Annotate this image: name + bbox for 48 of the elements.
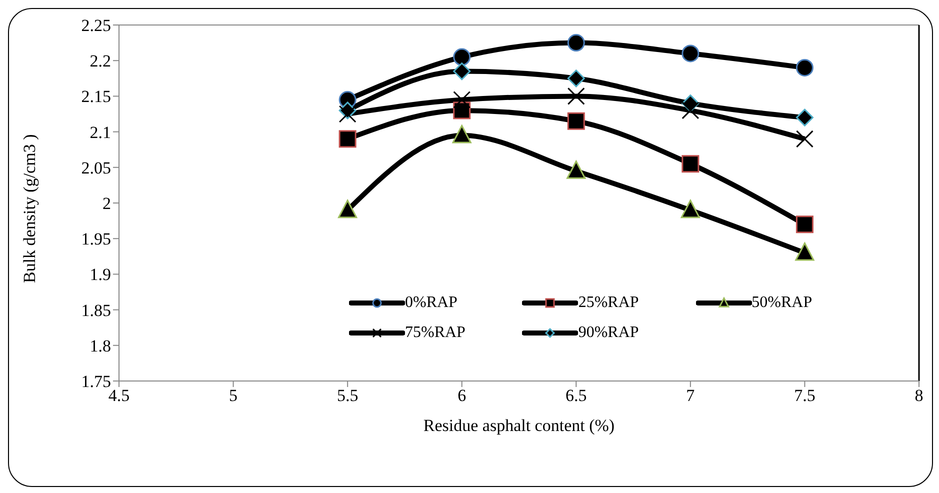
y-tick-label: 2.25 bbox=[81, 16, 111, 36]
point bbox=[567, 70, 585, 88]
legend-label: 90%RAP bbox=[578, 324, 639, 342]
y-tick-label: 2.15 bbox=[81, 87, 111, 106]
y-tick-label: 2.05 bbox=[81, 158, 111, 178]
y-tick-label: 1.95 bbox=[81, 230, 111, 249]
point bbox=[567, 34, 585, 52]
y-tick-label: 2.1 bbox=[90, 122, 111, 142]
point bbox=[795, 242, 814, 261]
x-tick-label: 8 bbox=[914, 386, 924, 406]
point bbox=[567, 112, 585, 130]
point bbox=[682, 155, 700, 173]
x-tick-label: 6.5 bbox=[566, 386, 587, 406]
y-tick-label: 1.85 bbox=[81, 300, 111, 320]
point bbox=[338, 130, 356, 148]
point bbox=[453, 62, 471, 80]
y-tick-label: 1.8 bbox=[90, 336, 111, 356]
point bbox=[796, 216, 814, 234]
point bbox=[567, 87, 585, 105]
point bbox=[452, 125, 472, 144]
point bbox=[796, 130, 814, 148]
legend-label: 0%RAP bbox=[405, 294, 458, 312]
y-tick-label: 2 bbox=[102, 194, 111, 214]
y-axis-title: Bulk density (g/cm3 ) bbox=[20, 134, 40, 283]
point bbox=[338, 105, 356, 123]
point bbox=[680, 200, 700, 218]
x-tick-label: 5 bbox=[229, 386, 238, 406]
legend-label: 50%RAP bbox=[752, 294, 812, 312]
x-axis-title: Residue asphalt content (%) bbox=[423, 416, 615, 435]
x-tick-label: 7.5 bbox=[794, 386, 816, 406]
x-tick-label: 5.5 bbox=[336, 386, 358, 406]
point bbox=[682, 44, 700, 62]
y-tick-label: 2.2 bbox=[90, 52, 111, 71]
point bbox=[453, 48, 471, 66]
point bbox=[453, 91, 471, 109]
point bbox=[682, 102, 700, 120]
x-tick-label: 6 bbox=[458, 386, 466, 406]
legend-label: 75%RAP bbox=[405, 324, 466, 342]
x-tick-label: 7 bbox=[686, 386, 696, 406]
point bbox=[796, 108, 814, 126]
x-tick-label: 4.5 bbox=[108, 386, 130, 406]
point bbox=[338, 200, 358, 218]
y-tick-label: 1.75 bbox=[81, 372, 111, 392]
y-tick-label: 1.9 bbox=[90, 265, 111, 284]
point bbox=[453, 102, 471, 120]
legend-label: 25%RAP bbox=[578, 294, 639, 312]
point bbox=[796, 58, 814, 76]
point bbox=[566, 160, 586, 179]
